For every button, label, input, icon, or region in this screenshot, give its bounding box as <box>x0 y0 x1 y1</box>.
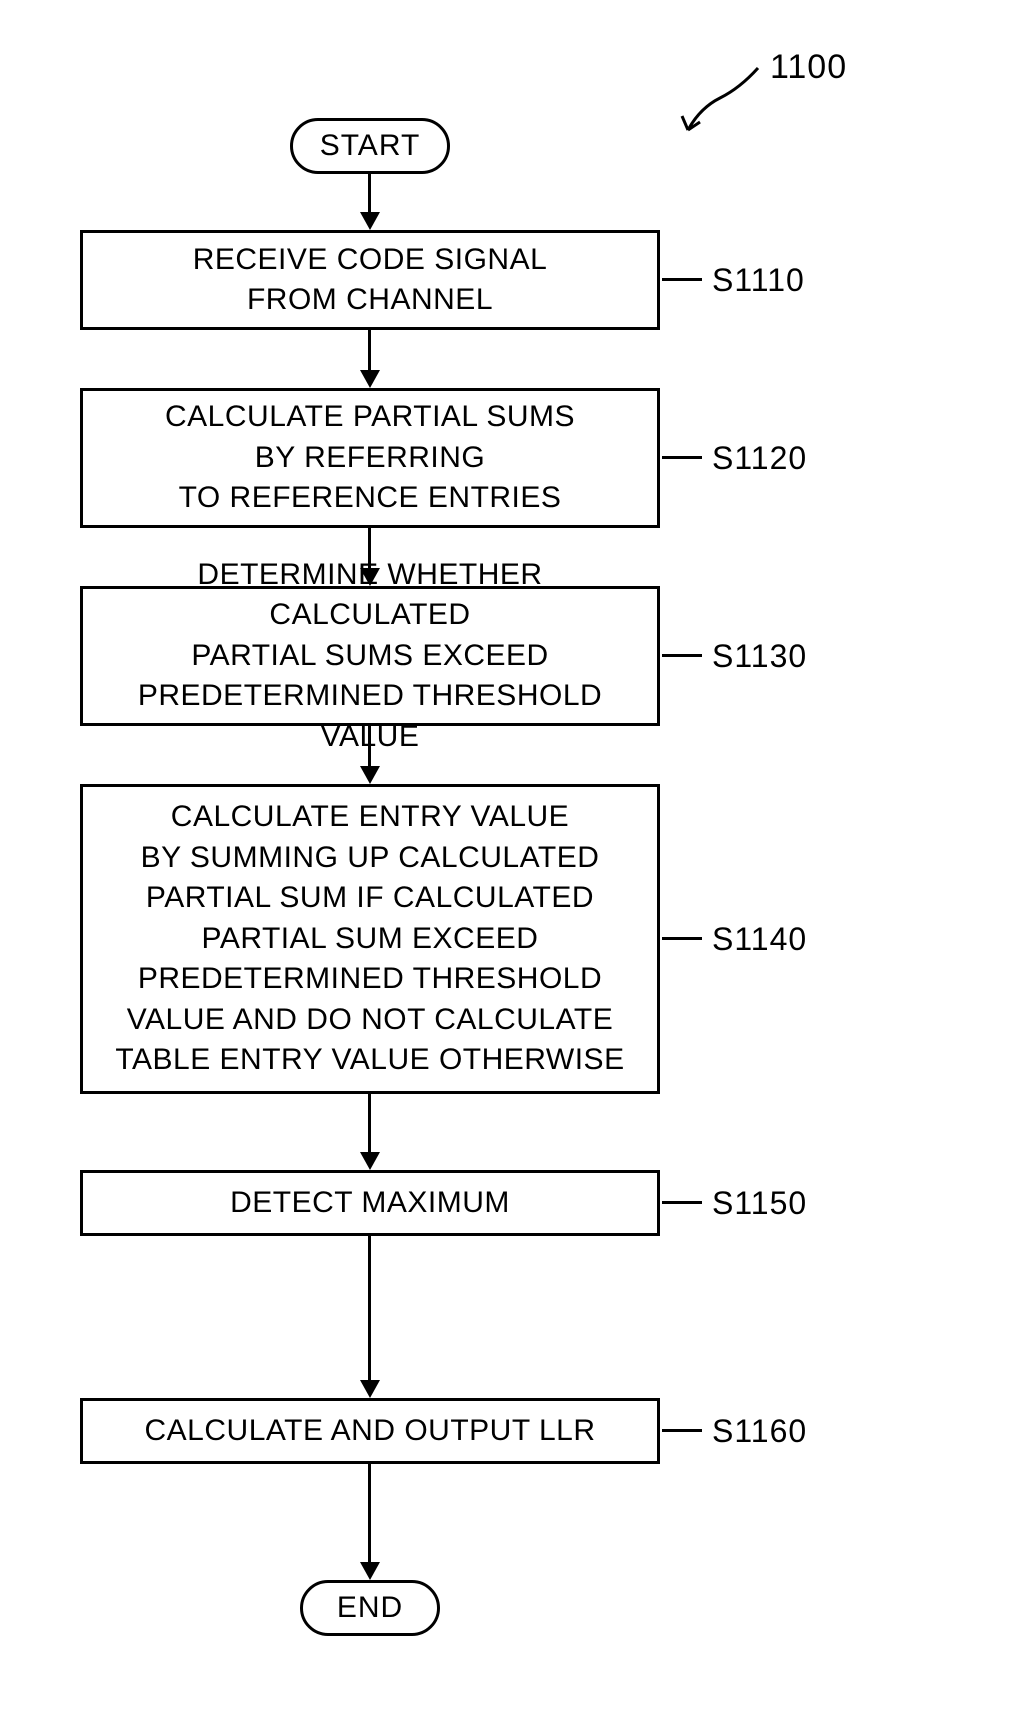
process-s1150: DETECT MAXIMUM <box>80 1170 660 1236</box>
step-label-s1150: S1150 <box>712 1185 807 1222</box>
end-terminal: END <box>300 1580 440 1636</box>
arrowhead <box>360 1380 380 1398</box>
connector <box>368 1464 371 1564</box>
process-s1140: CALCULATE ENTRY VALUE BY SUMMING UP CALC… <box>80 784 660 1094</box>
label-tick <box>662 278 702 281</box>
process-text: CALCULATE ENTRY VALUE BY SUMMING UP CALC… <box>115 797 624 1081</box>
step-label-s1140: S1140 <box>712 921 807 958</box>
process-s1120: CALCULATE PARTIAL SUMS BY REFERRING TO R… <box>80 388 660 528</box>
arrowhead <box>360 370 380 388</box>
connector <box>368 174 371 214</box>
process-text: DETECT MAXIMUM <box>230 1183 510 1224</box>
label-tick <box>662 937 702 940</box>
connector <box>368 1094 371 1154</box>
step-label-s1160: S1160 <box>712 1413 807 1450</box>
arrowhead <box>360 212 380 230</box>
label-tick <box>662 1201 702 1204</box>
connector <box>368 726 371 768</box>
process-text: CALCULATE AND OUTPUT LLR <box>145 1411 596 1452</box>
step-label-s1110: S1110 <box>712 262 805 299</box>
reference-number: 1100 <box>770 48 847 87</box>
start-label: START <box>320 129 421 163</box>
step-label-s1120: S1120 <box>712 440 807 477</box>
process-s1160: CALCULATE AND OUTPUT LLR <box>80 1398 660 1464</box>
flowchart-container: 1100 START RECEIVE CODE SIGNAL FROM CHAN… <box>0 0 1015 1721</box>
process-s1130: DETERMINE WHETHER CALCULATED PARTIAL SUM… <box>80 586 660 726</box>
label-tick <box>662 654 702 657</box>
reference-arrow <box>680 58 770 138</box>
process-s1110: RECEIVE CODE SIGNAL FROM CHANNEL <box>80 230 660 330</box>
label-tick <box>662 456 702 459</box>
arrowhead <box>360 766 380 784</box>
arrowhead <box>360 1152 380 1170</box>
end-label: END <box>337 1591 403 1625</box>
label-tick <box>662 1429 702 1432</box>
process-text: RECEIVE CODE SIGNAL FROM CHANNEL <box>193 240 548 321</box>
connector <box>368 330 371 372</box>
process-text: CALCULATE PARTIAL SUMS BY REFERRING TO R… <box>165 397 575 519</box>
step-label-s1130: S1130 <box>712 638 807 675</box>
connector <box>368 1236 371 1382</box>
start-terminal: START <box>290 118 450 174</box>
arrowhead <box>360 1562 380 1580</box>
